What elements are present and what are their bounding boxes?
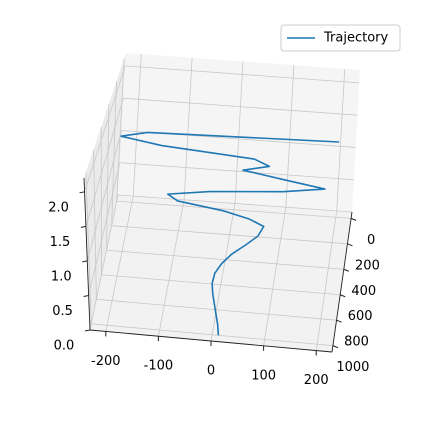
grid-line [88, 162, 121, 296]
grid-line [234, 61, 244, 204]
z-tick-label: 2.0 [48, 200, 69, 215]
grid-line [117, 194, 353, 213]
grid-line [183, 57, 193, 200]
y-tick-label: 400 [351, 284, 376, 299]
grid-line [91, 323, 333, 347]
trajectory-line [120, 131, 340, 336]
z-tick [82, 260, 88, 263]
z-axis [83, 177, 91, 331]
x-tick-label: -200 [91, 354, 121, 369]
grid-line [84, 65, 126, 192]
floor-pane [90, 195, 352, 352]
grid-line [89, 194, 119, 331]
legend-box [280, 24, 401, 52]
z-tick-label: 0.5 [52, 304, 73, 319]
grid-line [86, 130, 123, 262]
grid-line [157, 199, 185, 337]
y-tick-label: 800 [344, 335, 369, 350]
grid-line [101, 274, 341, 296]
grid-line [210, 203, 236, 342]
grid-line [93, 149, 97, 300]
legend-label: Trajectory [323, 31, 388, 46]
grid-line [105, 196, 134, 332]
grid-line [285, 65, 295, 208]
grid-line [116, 58, 125, 202]
y-tick-label: 1000 [336, 360, 369, 375]
grid-line [336, 68, 346, 211]
y-tick [347, 243, 353, 247]
y-tick [339, 294, 346, 298]
x-tick-label: -100 [144, 359, 174, 374]
x-tick-label: 0 [207, 364, 215, 379]
grid-line [111, 225, 348, 245]
grid-line [263, 207, 287, 346]
grid-line [85, 172, 92, 324]
grid-line [315, 210, 338, 351]
y-tick-label: 0 [367, 233, 375, 248]
grid-line [119, 162, 354, 181]
grid-line [123, 97, 358, 116]
y-tick-label: 600 [348, 309, 373, 324]
z-tick-label: 1.0 [51, 269, 72, 284]
grid-line [106, 104, 110, 251]
grid-line [85, 98, 124, 227]
grid-line [111, 81, 117, 226]
y-tick-label: 200 [355, 258, 380, 273]
grid-line [132, 54, 142, 197]
x-tick-label: 200 [304, 373, 329, 388]
z-tick [80, 225, 87, 228]
z-tick-label: 0.0 [54, 339, 75, 354]
left-pane [84, 53, 126, 330]
y-tick [336, 319, 342, 323]
z-tick [79, 191, 85, 194]
z-tick [84, 329, 91, 332]
grid-line [125, 65, 360, 84]
z-tick-label: 1.5 [50, 235, 71, 250]
y-axis [331, 211, 353, 353]
y-tick [350, 217, 357, 221]
x-tick-label: 100 [251, 368, 276, 383]
grid-line [96, 298, 337, 321]
grid-line [116, 200, 352, 219]
y-tick [332, 345, 339, 349]
z-tick [83, 294, 89, 297]
y-tick [343, 268, 350, 272]
